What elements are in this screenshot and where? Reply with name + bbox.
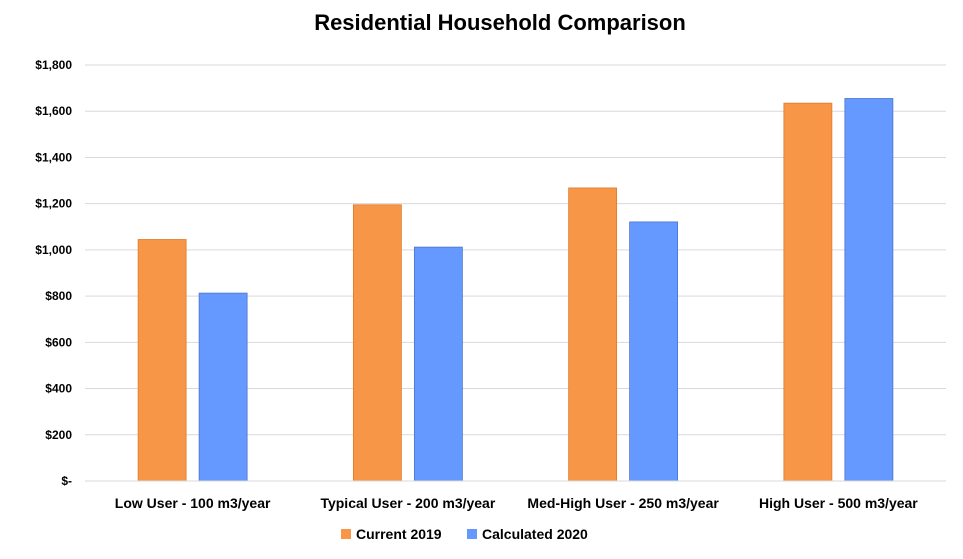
bar — [198, 292, 248, 482]
y-tick-label: $800 — [45, 289, 72, 303]
legend-label: Calculated 2020 — [482, 526, 588, 542]
y-tick-label: $1,800 — [35, 58, 72, 72]
y-tick-label: $1,600 — [35, 104, 72, 118]
y-tick-label: $- — [61, 474, 72, 488]
y-tick-label: $1,000 — [35, 243, 72, 257]
x-tick-label: Med-High User - 250 m3/year — [527, 495, 719, 511]
bar — [568, 187, 618, 482]
bars — [137, 98, 894, 482]
y-tick-label: $1,200 — [35, 197, 72, 211]
bar — [783, 102, 833, 482]
y-axis-tick-labels: $- $200 $400 $600 $800 $1,000 $1,200 $1,400 $1,6… — [35, 58, 72, 488]
x-tick-label: Low User - 100 m3/year — [115, 495, 271, 511]
x-tick-label: High User - 500 m3/year — [759, 495, 918, 511]
x-axis-tick-labels: Low User - 100 m3/year Typical User - 200… — [115, 495, 918, 511]
bar — [629, 221, 679, 482]
x-tick-label: Typical User - 200 m3/year — [320, 495, 495, 511]
legend-swatch — [341, 529, 351, 539]
bar — [844, 98, 894, 482]
legend-swatch — [467, 529, 477, 539]
legend: Current 2019 Calculated 2020 — [341, 526, 588, 542]
bar — [137, 239, 187, 482]
bar — [352, 204, 402, 482]
y-tick-label: $400 — [45, 382, 72, 396]
bar — [413, 246, 463, 482]
chart-title: Residential Household Comparison — [314, 10, 686, 35]
y-tick-label: $600 — [45, 335, 72, 349]
legend-label: Current 2019 — [356, 526, 442, 542]
y-tick-label: $1,400 — [35, 150, 72, 164]
y-tick-label: $200 — [45, 428, 72, 442]
